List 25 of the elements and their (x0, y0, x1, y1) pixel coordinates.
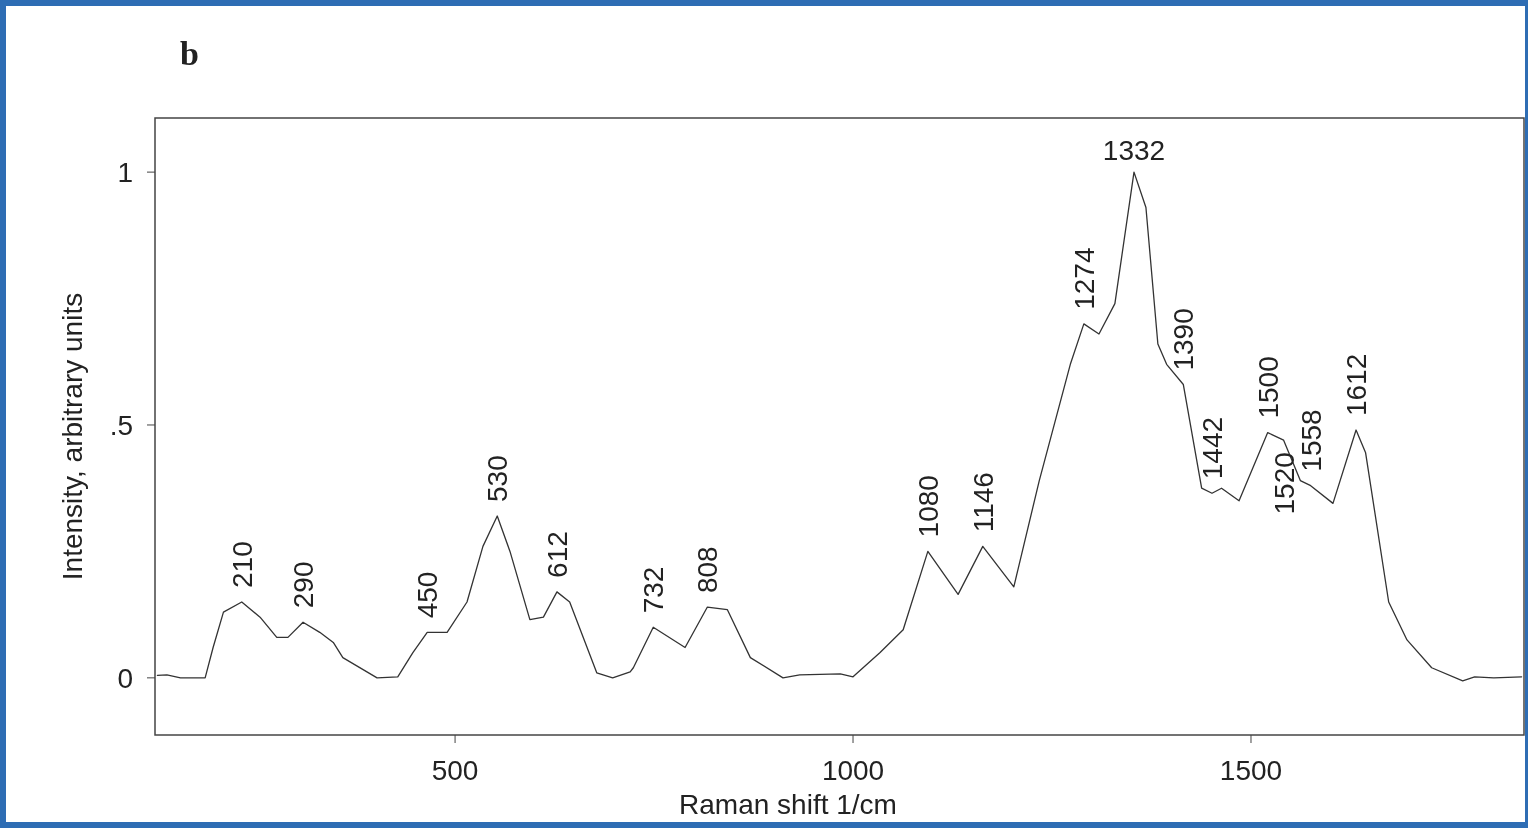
y-tick-label: 1 (117, 156, 133, 188)
annotation: 1500 (1252, 356, 1284, 419)
x-tick-label: 1000 (821, 755, 885, 786)
y-tick-label: .5 (109, 409, 133, 441)
annotation: 612 (541, 531, 573, 578)
annotation: 1612 (1341, 353, 1373, 417)
annotation: 808 (692, 546, 724, 594)
x-axis-title: Raman shift 1/cm (679, 789, 897, 820)
line-series (156, 171, 1523, 682)
chart-title: b (180, 35, 199, 72)
annotation: 1080 (912, 475, 944, 538)
annotation: 1332 (1102, 135, 1166, 167)
annotation: 732 (638, 566, 670, 614)
annotation: 530 (482, 455, 514, 503)
annotation: 1442 (1197, 416, 1228, 480)
x-tick-label: 500 (431, 755, 479, 786)
annotation: 450 (412, 571, 444, 619)
annotation: 210 (226, 541, 258, 588)
y-axis-title: Intensity, arbitrary units (57, 292, 88, 581)
annotation: 1146 (967, 472, 999, 533)
annotation: 1390 (1168, 308, 1200, 371)
annotation: 1274 (1068, 247, 1100, 310)
y-tick-label: 0 (117, 662, 133, 694)
x-tick-label: 1500 (1219, 755, 1283, 786)
annotation: 290 (288, 561, 320, 609)
